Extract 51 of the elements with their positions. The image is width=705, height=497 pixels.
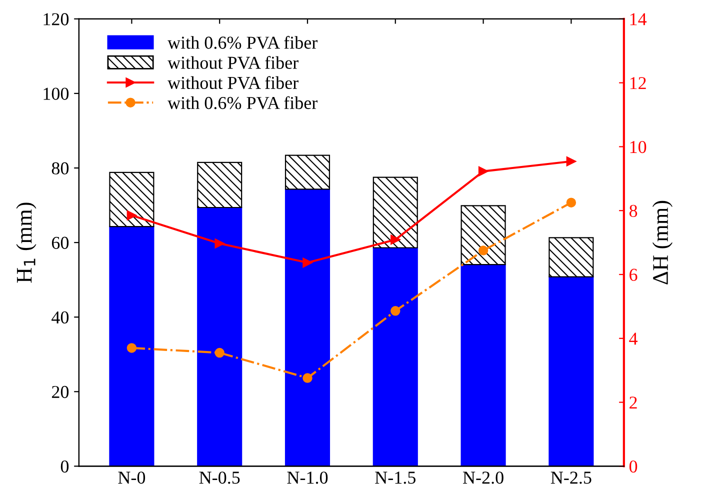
bar bbox=[372, 247, 418, 466]
y2-axis-title: ΔH (mm) bbox=[652, 200, 673, 284]
x-tick-label: N-2.0 bbox=[463, 472, 504, 484]
point bbox=[302, 258, 312, 268]
bar bbox=[109, 172, 154, 228]
point bbox=[126, 210, 137, 220]
legend-label: without PVA fiber bbox=[168, 76, 298, 90]
x-tick-label: N-2.5 bbox=[550, 472, 592, 484]
point bbox=[566, 198, 576, 208]
bar bbox=[460, 264, 506, 466]
point bbox=[126, 343, 137, 353]
bar bbox=[197, 162, 242, 208]
legend-label: with 0.6% PVA fiber bbox=[168, 36, 318, 49]
point bbox=[566, 156, 576, 166]
y-tick-label: 120 bbox=[44, 13, 69, 26]
y2-tick-label: 12 bbox=[630, 77, 646, 90]
point bbox=[390, 306, 400, 316]
y-tick-label: 100 bbox=[44, 88, 69, 100]
x-tick-label: N-1.0 bbox=[287, 472, 328, 484]
y-tick-label: 40 bbox=[52, 311, 69, 324]
bar bbox=[460, 205, 506, 266]
bar bbox=[284, 188, 330, 466]
point bbox=[214, 238, 224, 248]
x-tick-label: N-0.5 bbox=[199, 472, 240, 484]
y2-tick-label: 4 bbox=[629, 332, 638, 345]
bar bbox=[548, 276, 594, 466]
y2-tick-label: 6 bbox=[630, 268, 638, 281]
point bbox=[214, 348, 224, 358]
legend-label: with 0.6% PVA fiber bbox=[168, 96, 318, 110]
bar bbox=[372, 176, 418, 248]
bar bbox=[197, 206, 242, 466]
y-axis-title: H$_{1}$ (mm) bbox=[16, 202, 36, 283]
bar bbox=[548, 237, 594, 278]
y2-tick-label: 2 bbox=[630, 396, 637, 409]
y-tick-label: 60 bbox=[52, 236, 69, 249]
y-tick-label: 0 bbox=[60, 460, 69, 473]
point bbox=[302, 373, 312, 383]
bar bbox=[284, 154, 330, 190]
point bbox=[478, 246, 488, 256]
y2-tick-label: 14 bbox=[630, 13, 647, 26]
x-tick-label: N-1.5 bbox=[375, 472, 416, 484]
legend-label: without PVA fiber bbox=[168, 56, 298, 70]
point bbox=[390, 234, 400, 245]
x-tick-label: N-0 bbox=[118, 472, 146, 484]
y-tick-label: 80 bbox=[52, 162, 69, 174]
bar bbox=[109, 226, 154, 466]
y-tick-label: 20 bbox=[52, 386, 69, 398]
y2-tick-label: 8 bbox=[629, 204, 638, 218]
point bbox=[478, 166, 488, 176]
y2-tick-label: 10 bbox=[630, 140, 646, 154]
y2-tick-label: 0 bbox=[629, 460, 638, 473]
